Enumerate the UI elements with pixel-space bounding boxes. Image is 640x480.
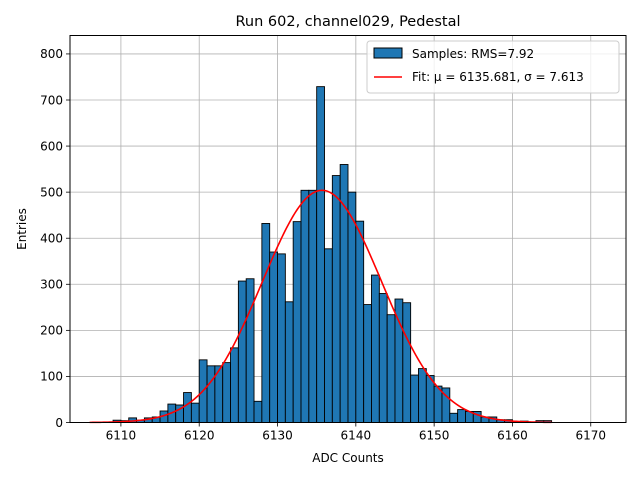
x-tick-label: 6130 [262,429,293,443]
histogram-bar [284,301,294,423]
histogram-bar [316,86,325,423]
histogram-bar [371,274,380,423]
y-axis-ticks: 0 100 200 300 400 500 600 700 800 [40,47,70,430]
y-tick-label: 600 [40,139,63,153]
histogram-bar [277,253,286,423]
histogram-bar [355,220,365,423]
legend-label-fit: Fit: μ = 6135.681, σ = 7.613 [412,70,584,84]
histogram-bar [347,191,357,423]
x-tick-label: 6170 [575,429,606,443]
y-tick-label: 800 [40,47,63,61]
y-tick-label: 100 [40,370,63,384]
histogram-bar [230,347,239,423]
y-tick-label: 400 [40,232,63,246]
histogram-bar [308,189,318,423]
histogram-bar [418,368,427,423]
x-axis-ticks: 6110 6120 6130 6140 6150 6160 6170 [106,422,606,443]
histogram-bar [324,248,333,423]
x-axis-label: ADC Counts [312,451,384,465]
histogram-bar [237,280,247,423]
x-tick-label: 6110 [106,429,137,443]
y-tick-label: 500 [40,185,63,199]
x-tick-label: 6120 [184,429,215,443]
histogram-bar [292,221,302,423]
gaussian-fit-line [89,189,552,424]
histogram-bar [449,412,459,423]
histogram-bar [253,400,263,423]
histogram-bar [261,223,271,423]
histogram-bar [378,293,388,423]
histogram-bar [190,402,200,423]
y-tick-label: 700 [40,93,63,107]
histogram-bar [206,365,216,423]
legend-swatch-samples [373,47,403,59]
legend-label-samples: Samples: RMS=7.92 [412,47,534,61]
chart-title: Run 602, channel029, Pedestal [235,14,460,30]
histogram-bar [394,298,404,423]
plot-frame [69,35,627,423]
histogram-bar [386,314,396,423]
y-tick-label: 0 [55,416,63,430]
histogram-bar [300,189,310,423]
histogram-bar [331,175,341,423]
legend-box [366,40,620,94]
histogram-bar [363,304,372,423]
y-axis-label: Entries [15,208,29,250]
legend: Samples: RMS=7.92 Fit: μ = 6135.681, σ =… [366,40,620,94]
y-tick-label: 300 [40,278,63,292]
x-tick-label: 6140 [341,429,372,443]
histogram-bars [104,86,553,423]
y-tick-label: 200 [40,324,63,338]
histogram-bar [269,251,278,423]
histogram-bar [402,302,412,423]
histogram-bar [183,392,192,423]
histogram-bar [457,409,466,423]
histogram-bar [245,278,255,423]
x-tick-label: 6150 [419,429,450,443]
histogram-bar [222,362,231,423]
x-tick-label: 6160 [497,429,528,443]
histogram-bar [410,374,419,423]
